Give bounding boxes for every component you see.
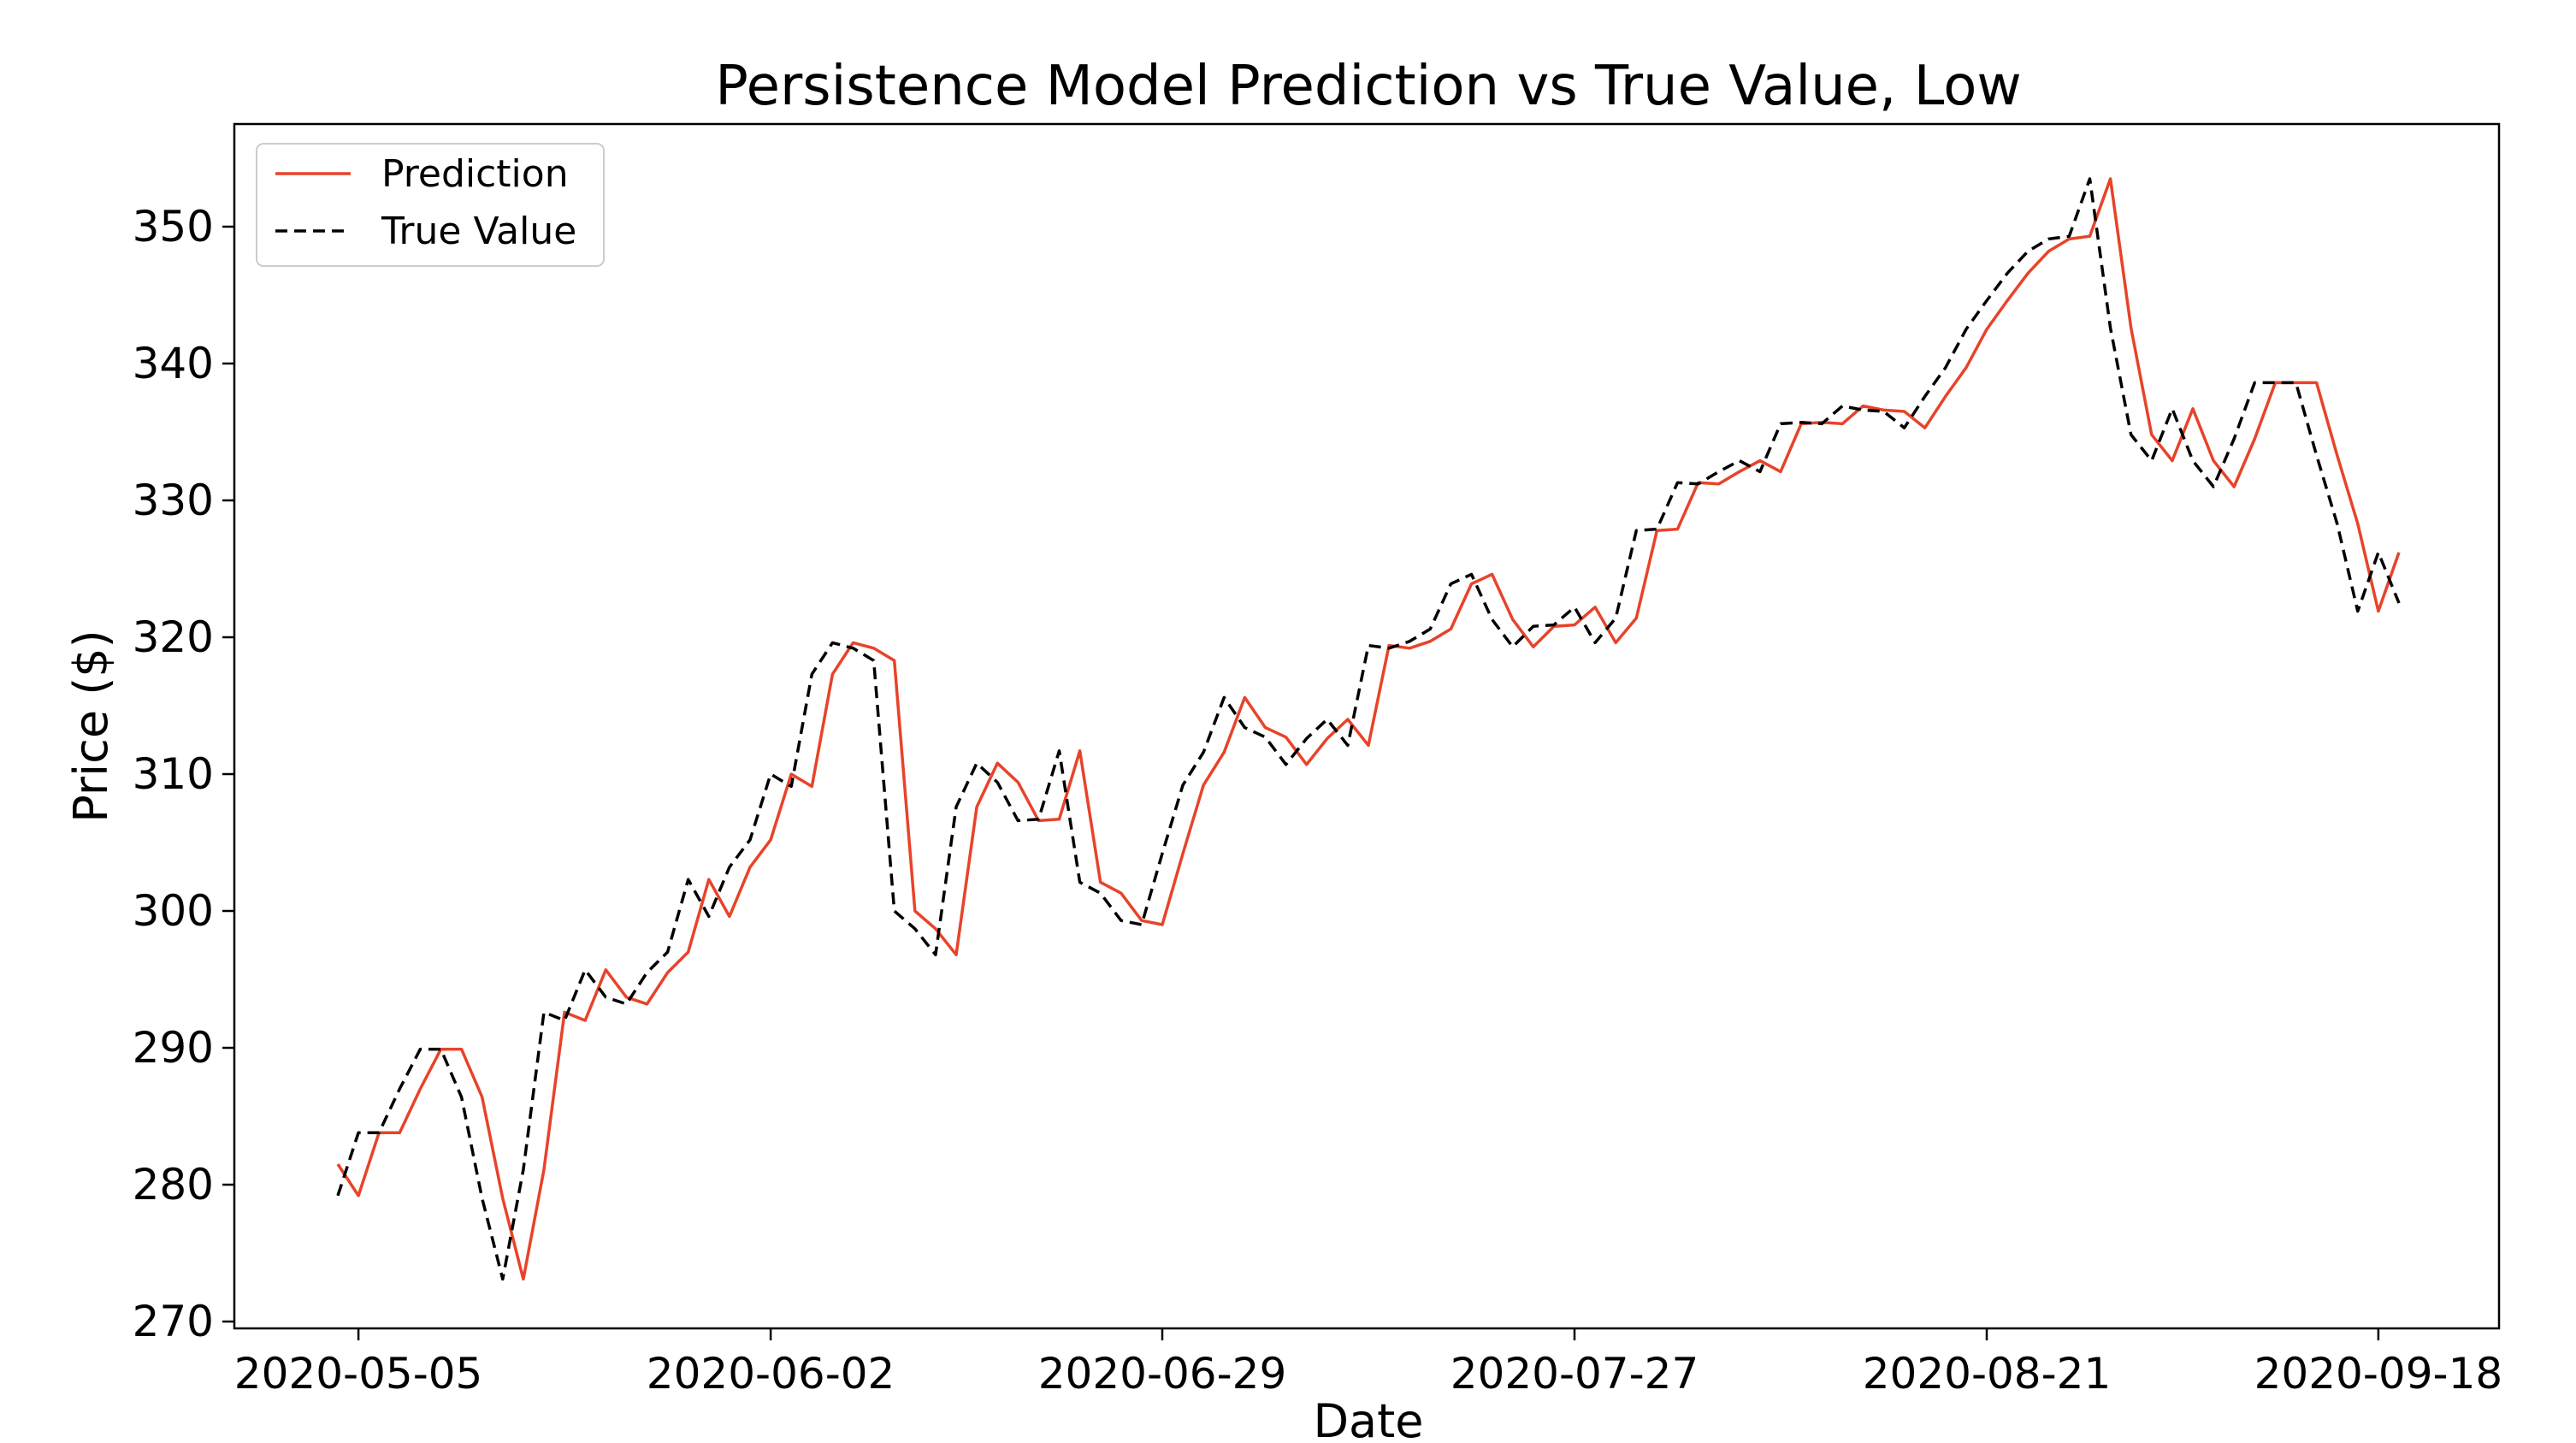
x-tick-label: 2020-05-05 (234, 1349, 483, 1399)
x-tick-label: 2020-07-27 (1450, 1349, 1699, 1399)
chart-title: Persistence Model Prediction vs True Val… (715, 55, 2022, 118)
x-tick-label: 2020-06-02 (647, 1349, 895, 1399)
y-tick-label: 290 (133, 1023, 214, 1073)
y-tick-label: 310 (133, 749, 214, 799)
y-axis-label: Price ($) (64, 630, 118, 822)
y-tick-label: 300 (133, 886, 214, 936)
legend: Prediction True Value (256, 143, 605, 267)
x-tick-label: 2020-08-21 (1863, 1349, 2112, 1399)
y-tick-label: 350 (133, 202, 214, 251)
y-tick-label: 280 (133, 1160, 214, 1209)
series-line-prediction (336, 177, 2401, 1281)
x-tick-label: 2020-06-29 (1038, 1349, 1287, 1399)
x-axis-label: Date (1313, 1394, 1423, 1439)
legend-label-prediction: Prediction (381, 152, 569, 196)
y-axis-ticks: 270 280 290 300 310 320 330 340 350 (133, 202, 234, 1346)
x-axis-ticks: 2020-05-05 2020-06-02 2020-06-29 2020-07-27… (234, 1328, 2502, 1399)
legend-label-true-value: True Value (381, 210, 576, 253)
y-tick-label: 320 (133, 612, 214, 662)
y-tick-label: 330 (133, 476, 214, 525)
series-layer (336, 177, 2401, 1281)
series-line-true-value (336, 177, 2401, 1281)
y-tick-label: 270 (133, 1297, 214, 1346)
plot-frame (233, 122, 2501, 1330)
y-tick-label: 340 (133, 339, 214, 388)
x-tick-label: 2020-09-18 (2254, 1349, 2503, 1399)
